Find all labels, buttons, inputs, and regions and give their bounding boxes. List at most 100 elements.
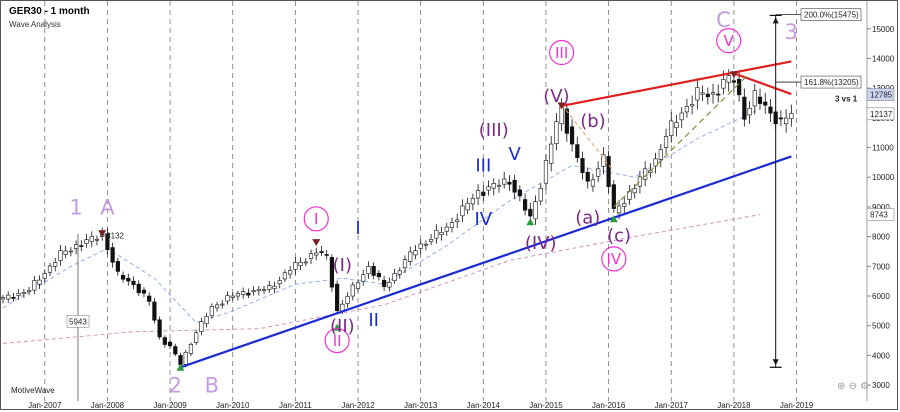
price-note: 8132	[106, 231, 124, 240]
x-tick-label: Jan-2017	[655, 401, 689, 410]
x-tick-label: Jan-2011	[279, 401, 312, 410]
candle-body	[695, 87, 700, 101]
candle-body	[230, 295, 235, 298]
settings-icon[interactable]: ⚙	[860, 381, 870, 392]
price-label: 8743	[870, 211, 888, 220]
wave-label: III	[555, 44, 568, 62]
candle-body	[183, 352, 188, 365]
candle-body	[585, 171, 590, 182]
zoom-in-icon[interactable]: ⊕	[837, 381, 846, 392]
wave-label: 3	[785, 20, 798, 44]
wave-label: I	[314, 210, 318, 228]
wave-label: A	[100, 195, 115, 219]
time-axis[interactable]: Jan-2007 Jan-2008 Jan-2009 Jan-2010 Jan-2011…	[28, 401, 814, 410]
candle-body	[16, 293, 21, 296]
wave-label: III	[475, 156, 491, 177]
candle-body	[37, 279, 42, 285]
candle-body	[653, 158, 658, 167]
candle-body	[303, 261, 308, 264]
candle-body	[439, 232, 444, 235]
candle-body	[94, 238, 100, 241]
candle-body	[470, 197, 475, 205]
candle-body	[747, 107, 752, 116]
candle-body	[68, 250, 73, 253]
candle-body	[507, 181, 512, 185]
candle-body	[418, 243, 423, 249]
candle-body	[564, 108, 569, 134]
zoom-out-icon[interactable]: ⊖	[848, 381, 857, 392]
candle-body	[444, 226, 449, 232]
candle-body	[737, 78, 742, 96]
candle-body	[162, 337, 167, 345]
candle-body	[1, 297, 6, 300]
candle-body	[152, 301, 157, 321]
candle-body	[267, 285, 272, 290]
candle-body	[371, 266, 376, 276]
candle-body	[6, 294, 11, 300]
fib-level-box	[800, 75, 862, 89]
price-axis[interactable]: 3000 4000 5000 6000 7000 8000 9000 10000 11000 12…	[866, 1, 895, 401]
y-tick-label: 4000	[872, 351, 890, 360]
x-tick-label: Jan-2016	[592, 401, 626, 410]
candle-body	[768, 106, 773, 114]
candle-body	[475, 190, 481, 199]
wave-label: B	[205, 373, 219, 397]
candle-body	[491, 183, 496, 189]
candle-body	[449, 222, 455, 229]
candle-body	[126, 277, 131, 282]
candle-body	[710, 92, 716, 95]
candle-body	[282, 272, 288, 280]
candle-body	[141, 289, 147, 294]
candle-body	[669, 120, 674, 136]
chart-title: GER30 - 1 month	[9, 6, 90, 17]
candle-body	[147, 295, 152, 302]
wave-label-ring	[549, 39, 575, 66]
candle-body	[366, 266, 371, 275]
trend-lines: 200.0%(15475) 161.8%(13205)	[180, 8, 862, 369]
candle-body	[413, 250, 418, 256]
candle-body	[329, 257, 335, 288]
candle-body	[481, 191, 486, 196]
watermark-label: MotiveWave	[11, 386, 55, 395]
candle-body	[47, 265, 53, 273]
candle-body	[538, 187, 543, 202]
pink-dashed-average	[2, 214, 761, 344]
candle-body	[622, 203, 627, 207]
support-trend-line	[180, 155, 792, 369]
candle-body	[220, 303, 225, 306]
low-marker	[526, 218, 535, 226]
high-marker	[729, 71, 738, 79]
candle-body	[486, 186, 491, 191]
candle-body	[392, 273, 397, 281]
candle-body	[288, 270, 293, 275]
moving-averages	[2, 108, 761, 344]
x-tick-label: Jan-2015	[529, 401, 563, 410]
candle-body	[465, 202, 470, 211]
wave-label: IV	[606, 250, 621, 268]
candle-body	[778, 117, 783, 120]
candle-body	[225, 295, 230, 302]
price-label-box	[866, 88, 895, 101]
candle-body	[319, 251, 324, 253]
candle-body	[298, 261, 303, 267]
price-label: 12137	[870, 110, 893, 119]
candle-body	[716, 93, 721, 96]
candle-body	[272, 285, 277, 289]
wave-label: (II)	[330, 316, 355, 337]
candle-body	[308, 253, 314, 259]
candle-body	[84, 239, 89, 244]
candle-body	[522, 199, 528, 211]
y-tick-label: 9000	[872, 203, 890, 212]
candle-body	[429, 239, 434, 242]
blue-dashed-average	[2, 108, 761, 324]
wave-label: V	[508, 144, 521, 165]
candle-body	[658, 149, 663, 160]
wave-label-ring	[716, 28, 742, 54]
wave-label: (I)	[333, 255, 352, 276]
candle-body	[502, 178, 507, 185]
candle-body	[575, 144, 580, 159]
y-tick-label: 6000	[872, 292, 890, 301]
candle-body	[314, 252, 319, 256]
wave-label: C	[716, 8, 731, 32]
